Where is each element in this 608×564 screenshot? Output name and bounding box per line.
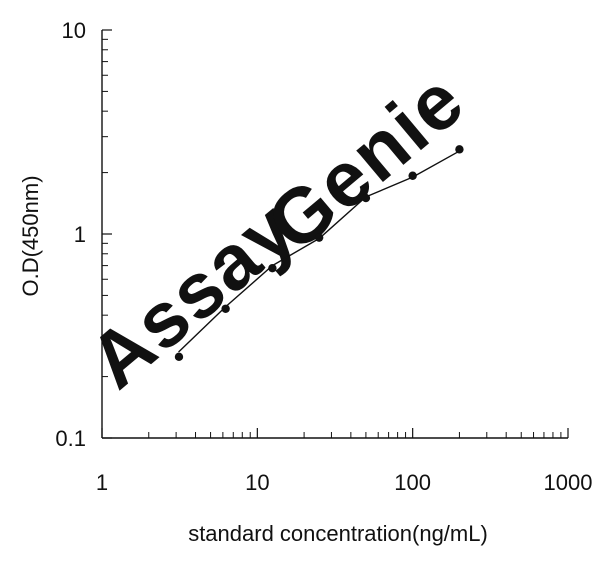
y-tick-label: 10 [62,18,86,43]
data-point [408,171,417,180]
x-tick-labels: 1 10 100 1000 [96,470,593,495]
y-minor-ticks [102,38,108,378]
y-major-ticks [102,29,112,439]
x-axis-label: standard concentration(ng/mL) [188,521,488,546]
y-tick-label: 1 [74,222,86,247]
y-tick-labels: 0.1 1 10 [55,18,86,451]
data-point [221,304,230,313]
data-point [361,193,371,203]
data-points [174,145,464,362]
x-tick-label: 1 [96,470,108,495]
watermark-text-right: Genie [250,55,480,268]
x-tick-label: 1000 [544,470,593,495]
data-point [268,263,277,273]
data-point [455,145,464,154]
watermark: Assay Genie [72,55,480,405]
x-tick-label: 100 [394,470,431,495]
x-minor-ticks [148,432,562,438]
data-point [314,233,324,242]
x-tick-label: 10 [245,470,269,495]
x-major-ticks [101,428,569,438]
y-axis-label: O.D(450nm) [18,175,43,296]
y-tick-label: 0.1 [55,426,86,451]
data-point [174,352,184,362]
